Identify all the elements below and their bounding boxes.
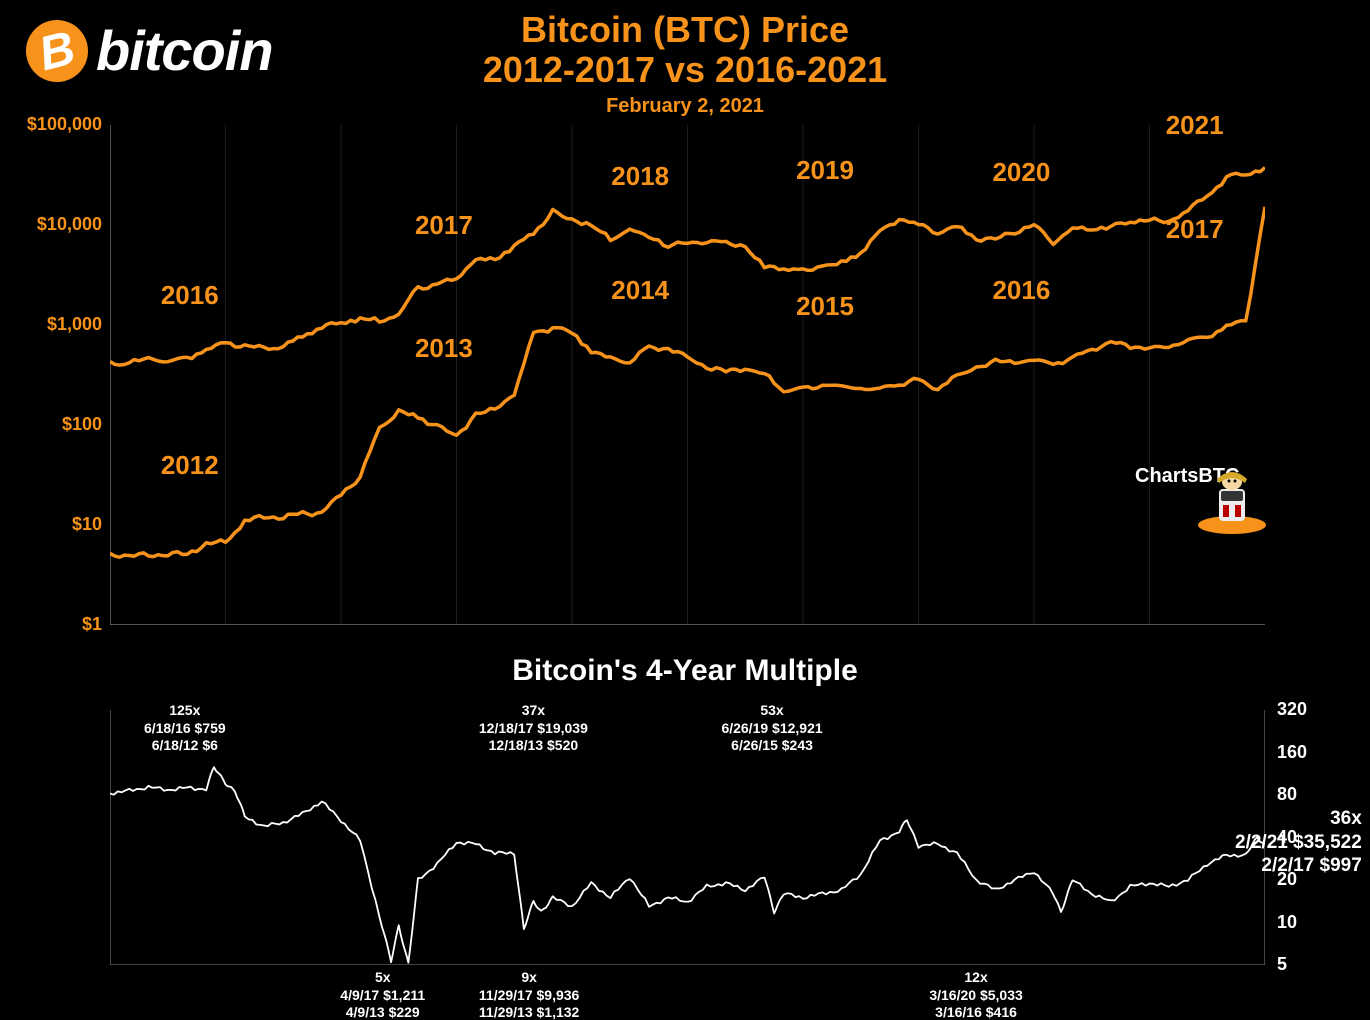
price-chart <box>110 125 1265 625</box>
multiple-annotation: 12x3/16/20 $5,0333/16/16 $416 <box>929 969 1022 1020</box>
year-label: 2014 <box>611 275 669 306</box>
price-ytick: $10,000 <box>2 214 102 235</box>
price-ytick: $100 <box>2 414 102 435</box>
multiple-chart-title: Bitcoin's 4-Year Multiple <box>0 654 1370 688</box>
year-label: 2016 <box>161 280 219 311</box>
year-label: 2017 <box>415 210 473 241</box>
multiple-ytick: 320 <box>1277 699 1337 720</box>
year-label: 2017 <box>1166 214 1224 245</box>
multiple-ytick: 10 <box>1277 912 1337 933</box>
multiple-ytick: 5 <box>1277 954 1337 975</box>
year-label: 2021 <box>1166 110 1224 141</box>
chart-titles: Bitcoin (BTC) Price 2012-2017 vs 2016-20… <box>0 10 1370 118</box>
title-date: February 2, 2021 <box>0 95 1370 118</box>
multiple-ytick: 160 <box>1277 742 1337 763</box>
year-label: 2020 <box>992 157 1050 188</box>
year-label: 2012 <box>161 450 219 481</box>
year-label: 2016 <box>992 275 1050 306</box>
title-line-2: 2012-2017 vs 2016-2021 <box>483 49 887 90</box>
multiple-ytick: 80 <box>1277 784 1337 805</box>
price-ytick: $1 <box>2 614 102 635</box>
chartsbtc-watermark: ChartsBTC <box>1135 465 1239 488</box>
year-label: 2013 <box>415 333 473 364</box>
year-label: 2019 <box>796 155 854 186</box>
title-line-1: Bitcoin (BTC) Price <box>521 9 849 50</box>
multiple-annotation-current: 36x2/2/21 $35,5222/2/17 $997 <box>1235 807 1362 878</box>
price-ytick: $1,000 <box>2 314 102 335</box>
chart-container: B bitcoin Bitcoin (BTC) Price 2012-2017 … <box>0 0 1370 1020</box>
year-label: 2015 <box>796 291 854 322</box>
series-4yr-multiple <box>110 767 1265 962</box>
multiple-annotation: 37x12/18/17 $19,03912/18/13 $520 <box>479 702 588 755</box>
multiple-annotation: 53x6/26/19 $12,9216/26/15 $243 <box>721 702 822 755</box>
price-ytick: $10 <box>2 514 102 535</box>
year-label: 2018 <box>611 161 669 192</box>
multiple-chart <box>110 710 1265 965</box>
multiple-annotation: 5x4/9/17 $1,2114/9/13 $229 <box>340 969 425 1020</box>
multiple-annotation: 125x6/18/16 $7596/18/12 $6 <box>144 702 226 755</box>
price-ytick: $100,000 <box>2 114 102 135</box>
chartsbtc-icon <box>1187 465 1277 535</box>
multiple-annotation: 9x11/29/17 $9,93611/29/13 $1,132 <box>479 969 579 1020</box>
